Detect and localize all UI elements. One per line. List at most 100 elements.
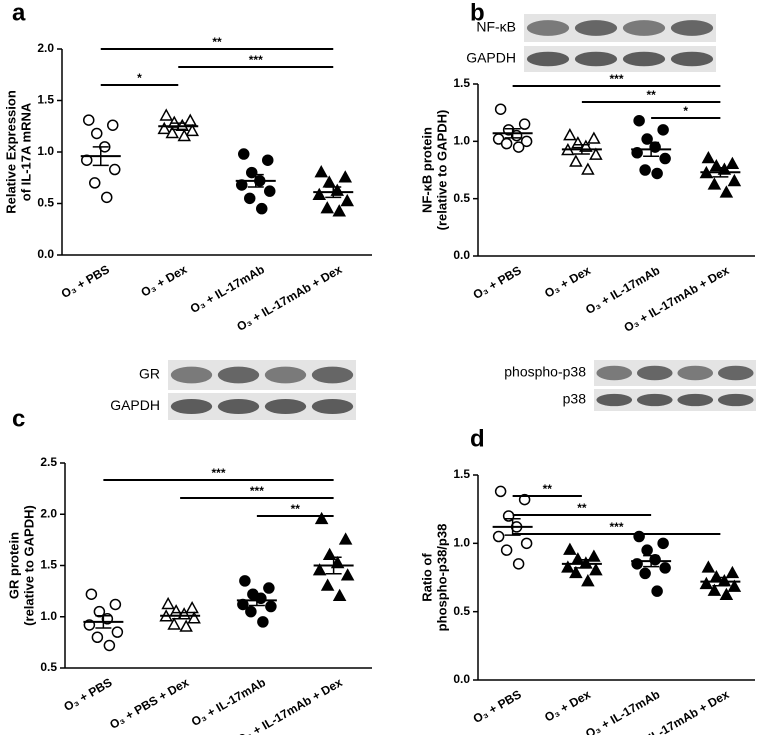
y-tick-label: 1.0 [453,536,470,550]
significance-label: *** [609,520,623,534]
data-point [633,114,645,127]
blot-band [636,393,673,407]
error-bar [643,141,660,157]
y-tick-label: 0.5 [453,191,470,205]
data-point [563,128,577,141]
data-point [719,587,734,601]
data-point [101,191,113,204]
data-point [659,562,671,574]
data-point [520,135,533,148]
y-axis-label: Ratio of [419,553,434,602]
y-tick-label: 0.0 [453,672,470,686]
data-point [314,165,329,178]
error-bar [712,576,729,587]
data-point [699,576,714,590]
data-point [167,617,181,630]
x-tick-label: O₃ + IL-17mAb [189,675,268,729]
y-tick-label: 0.0 [37,247,54,261]
y-axis-label: (relative to GAPDH) [434,110,449,231]
blot-band [596,365,633,381]
data-point [725,565,740,579]
data-point [83,114,95,126]
data-point [727,579,742,592]
data-point [340,193,355,207]
data-point [332,588,347,601]
data-point [657,124,669,136]
significance-label: ** [646,88,656,102]
y-tick-label: 1.5 [453,76,470,90]
blot-band [677,393,714,407]
significance-label: ** [212,35,222,49]
data-point [563,542,577,555]
data-point [161,596,175,610]
y-axis-label: (relative to GAPDH) [21,505,36,626]
x-tick-label: O₃ + Dex [542,687,593,725]
data-point [589,147,603,160]
y-axis-label: of IL-17A mRNA [18,102,33,201]
blot-band [574,20,618,36]
data-point [264,185,276,197]
data-point [109,163,121,176]
data-point [338,170,353,183]
y-tick-label: 2.0 [37,41,54,55]
blot-band [311,398,354,415]
data-point [179,619,193,632]
data-point [651,167,663,180]
data-point [109,598,122,611]
data-point [338,532,353,545]
error-bar [573,558,590,569]
x-tick-label: O₃ + PBS [59,262,112,301]
data-point [159,108,174,121]
y-tick-label: 1.5 [37,93,54,107]
error-bar [712,166,729,178]
x-tick-label: O₃ + PBS [471,687,524,726]
data-point [183,113,198,126]
significance-label: *** [211,466,225,480]
data-point [657,537,669,550]
y-axis-label: GR protein [6,532,21,599]
data-point [641,133,653,145]
y-axis-label: phospho-p38/p38 [434,524,449,632]
data-point [312,187,327,201]
significance-label: ** [543,482,553,496]
data-point [520,537,533,550]
data-point [185,123,200,137]
blot-label: GAPDH [466,50,516,66]
data-point [257,616,269,628]
data-point [649,553,661,566]
blot-band [717,365,754,381]
blot-label: phospho-p38 [504,364,586,380]
data-point [238,148,250,160]
data-point [91,631,104,643]
data-point [177,128,192,142]
blot-strip [594,389,756,411]
data-point [561,560,575,573]
data-point [707,583,722,596]
data-point [244,192,256,205]
data-point [727,173,742,187]
data-point [587,549,601,562]
y-tick-label: 1.0 [453,134,470,148]
error-bar [172,611,189,620]
error-bar [95,614,112,629]
significance-label: *** [250,484,264,498]
error-bar [504,517,521,536]
blot-band [526,20,570,36]
data-point [93,605,106,618]
data-point [589,563,603,576]
error-bar [247,173,264,188]
data-point [581,162,595,175]
data-point [320,201,335,214]
blot-band [717,393,754,407]
data-point [518,493,531,506]
blot-band [526,51,570,67]
data-point [701,560,716,573]
x-tick-label: O₃ + IL-17mAb [188,262,267,316]
data-point [492,530,505,543]
data-point [659,152,671,165]
significance-label: *** [609,72,623,86]
data-point [340,568,355,581]
data-point [587,131,601,144]
significance-label: *** [249,53,263,67]
panel-letter: a [12,0,26,26]
